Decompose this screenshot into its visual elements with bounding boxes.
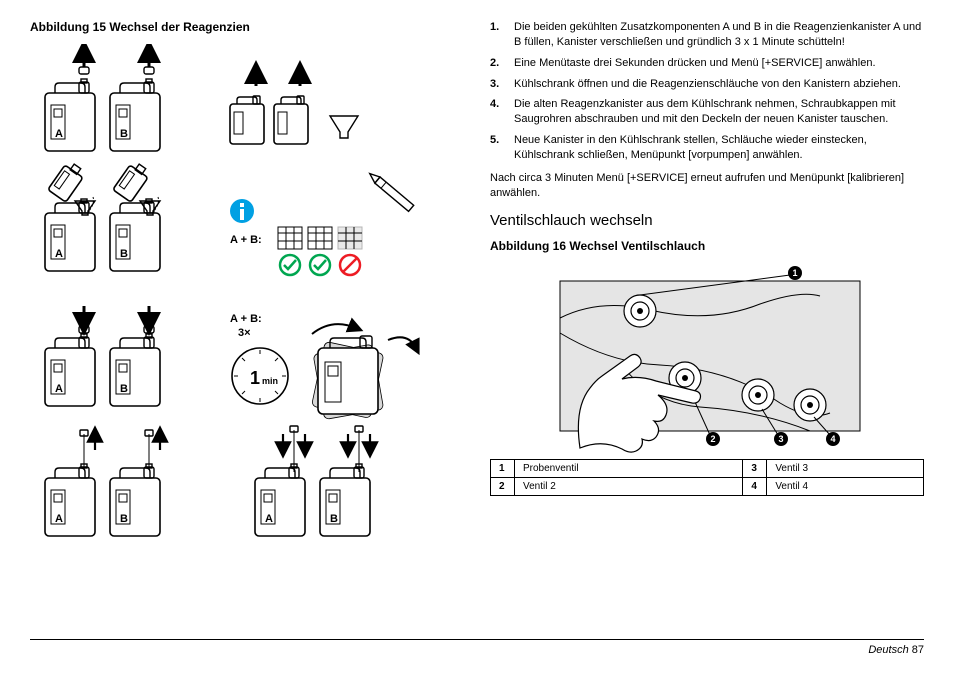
table-row: 1 Probenventil 3 Ventil 3 (491, 460, 924, 478)
left-column: Abbildung 15 Wechsel der Reagenzien A (30, 20, 460, 620)
svg-text:min: min (262, 376, 278, 386)
svg-text:A: A (55, 248, 63, 260)
instruction-step: 5.Neue Kanister in den Kühlschrank stell… (490, 133, 924, 163)
step-text: Eine Menütaste drei Sekunden drücken und… (514, 56, 924, 71)
svg-text:A + B:: A + B: (230, 313, 262, 325)
step-text: Kühlschrank öffnen und die Reagenziensch… (514, 77, 924, 92)
svg-text:B: B (120, 248, 128, 260)
fig16-title: Abbildung 16 Wechsel Ventilschlauch (490, 239, 924, 253)
step-number: 3. (490, 77, 514, 92)
legend-text: Ventil 2 (515, 478, 743, 496)
footer-language: Deutsch (868, 644, 911, 656)
svg-text:1: 1 (792, 268, 797, 278)
step-number: 5. (490, 133, 514, 163)
svg-text:1: 1 (250, 368, 260, 388)
legend-num: 4 (743, 478, 767, 496)
svg-text:4: 4 (830, 434, 835, 444)
figure-16-illustration: 1 2 3 4 (490, 263, 900, 453)
step-text: Neue Kanister in den Kühlschrank stellen… (514, 133, 924, 163)
step-number: 2. (490, 56, 514, 71)
instruction-step: 2.Eine Menütaste drei Sekunden drücken u… (490, 56, 924, 71)
svg-text:B: B (120, 513, 128, 525)
page-body: Abbildung 15 Wechsel der Reagenzien A (30, 20, 924, 620)
svg-text:2: 2 (710, 434, 715, 444)
legend-text: Probenventil (515, 460, 743, 478)
page-footer: Deutsch 87 (30, 639, 924, 656)
svg-text:B: B (120, 383, 128, 395)
svg-text:A + B:: A + B: (230, 234, 262, 246)
svg-text:A: A (55, 513, 63, 525)
legend-text: Ventil 4 (767, 478, 924, 496)
step-number: 4. (490, 97, 514, 127)
section-heading: Ventilschlauch wechseln (490, 212, 924, 229)
step-text: Die alten Reagenzkanister aus dem Kühlsc… (514, 97, 924, 127)
footer-page-number: 87 (912, 644, 924, 656)
svg-text:3×: 3× (238, 327, 251, 339)
figure-15-illustration: A B A B (30, 44, 460, 604)
legend-text: Ventil 3 (767, 460, 924, 478)
svg-text:B: B (330, 513, 338, 525)
svg-text:3: 3 (778, 434, 783, 444)
legend-num: 2 (491, 478, 515, 496)
legend-num: 3 (743, 460, 767, 478)
svg-text:B: B (120, 128, 128, 140)
instruction-step: 1.Die beiden gekühlten Zusatzkomponenten… (490, 20, 924, 50)
svg-text:A: A (265, 513, 273, 525)
table-row: 2 Ventil 2 4 Ventil 4 (491, 478, 924, 496)
fig15-title: Abbildung 15 Wechsel der Reagenzien (30, 20, 460, 34)
step-text: Die beiden gekühlten Zusatzkomponenten A… (514, 20, 924, 50)
svg-text:A: A (55, 128, 63, 140)
legend-num: 1 (491, 460, 515, 478)
instruction-list: 1.Die beiden gekühlten Zusatzkomponenten… (490, 20, 924, 163)
legend-table: 1 Probenventil 3 Ventil 3 2 Ventil 2 4 V… (490, 459, 924, 496)
after-note-paragraph: Nach circa 3 Minuten Menü [+SERVICE] ern… (490, 171, 924, 201)
right-column: 1.Die beiden gekühlten Zusatzkomponenten… (490, 20, 924, 620)
instruction-step: 4.Die alten Reagenzkanister aus dem Kühl… (490, 97, 924, 127)
step-number: 1. (490, 20, 514, 50)
instruction-step: 3.Kühlschrank öffnen und die Reagenziens… (490, 77, 924, 92)
svg-text:A: A (55, 383, 63, 395)
